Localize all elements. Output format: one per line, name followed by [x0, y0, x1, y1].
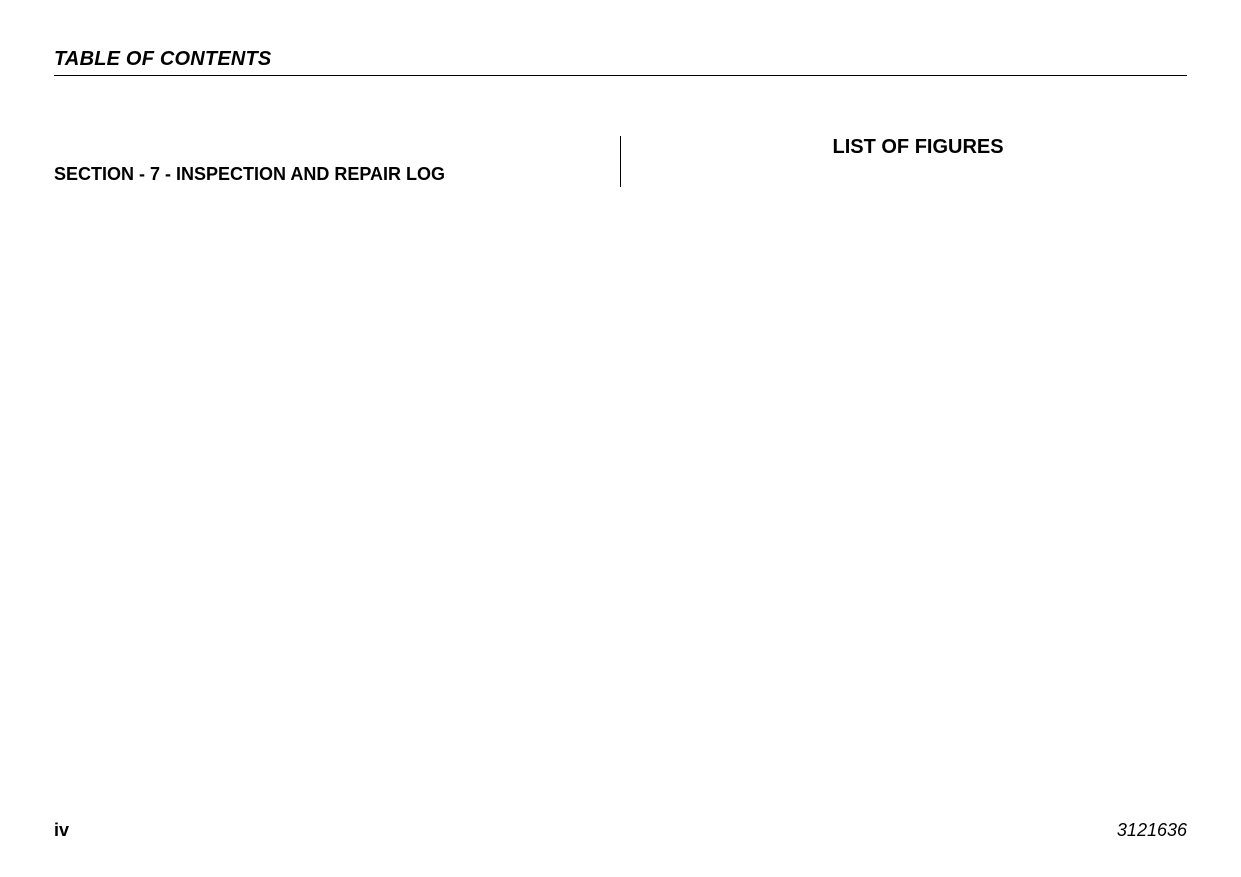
content-columns: SECTION - 7 - INSPECTION AND REPAIR LOG … [54, 136, 1187, 187]
right-column: LIST OF FIGURES [621, 136, 1187, 187]
section-7-title: SECTION - 7 - INSPECTION AND REPAIR LOG [54, 164, 592, 185]
footer-page-number: iv [54, 820, 69, 841]
header-rule [54, 75, 1187, 76]
footer-doc-number: 3121636 [1117, 820, 1187, 841]
list-of-figures-title: LIST OF FIGURES [649, 136, 1187, 159]
page-header-title: TABLE OF CONTENTS [54, 48, 1187, 71]
page-footer: iv 3121636 [54, 820, 1187, 841]
left-column: SECTION - 7 - INSPECTION AND REPAIR LOG [54, 136, 620, 187]
